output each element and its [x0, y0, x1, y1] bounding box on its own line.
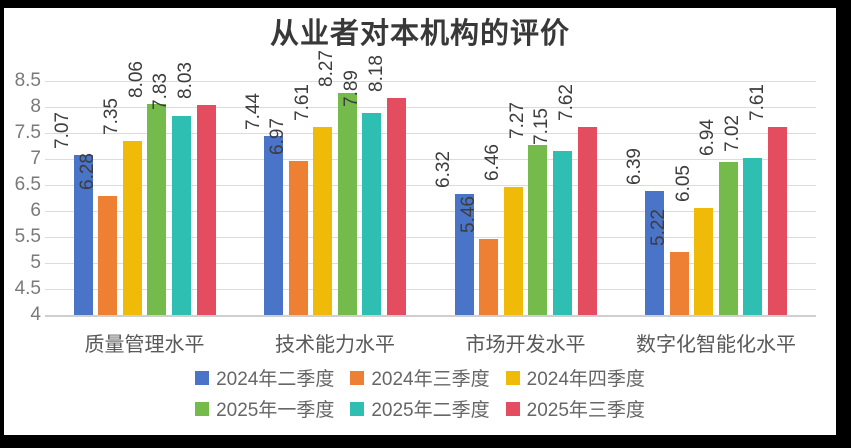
bar-value-label: 7.61 — [746, 84, 768, 122]
bar — [528, 145, 548, 315]
bar-value-label: 7.61 — [291, 84, 313, 122]
bar-value-label: 6.39 — [623, 147, 645, 185]
legend-item: 2024年四季度 — [505, 364, 645, 391]
bar-value-label: 7.83 — [150, 72, 172, 110]
bar — [768, 127, 787, 315]
bar-value-label: 6.46 — [482, 144, 504, 182]
bar — [313, 127, 333, 315]
bar-value-label: 6.05 — [672, 165, 694, 203]
bar — [362, 112, 382, 315]
legend-label: 2024年三季度 — [371, 369, 490, 390]
bar-value-label: 7.27 — [506, 102, 528, 139]
bar — [147, 103, 167, 315]
y-tick-label: 6.5 — [14, 174, 41, 195]
bar — [645, 190, 664, 315]
bar-value-label: 7.89 — [340, 69, 362, 107]
bar-value-label: 6.94 — [697, 119, 719, 157]
bar — [122, 140, 142, 315]
bar-value-label: 7.02 — [721, 115, 743, 152]
legend: 2024年二季度 2024年三季度 2024年四季度 2025年一季度 2025年二季度… — [4, 364, 836, 422]
legend-item: 2025年三季度 — [505, 395, 645, 422]
legend-item: 2025年二季度 — [350, 395, 490, 422]
gridline — [45, 185, 816, 186]
bar-value-label: 7.07 — [52, 112, 73, 150]
legend-swatch-icon — [505, 401, 520, 416]
chart-title: 从业者对本机构的评价 — [269, 18, 570, 50]
legend-item: 2025年一季度 — [195, 395, 334, 422]
bar-value-label: 7.44 — [242, 93, 264, 131]
y-tick-label: 7.5 — [14, 122, 41, 143]
bar-value-label: 6.32 — [433, 151, 454, 189]
y-tick-label: 5.5 — [14, 226, 41, 247]
bar — [73, 155, 93, 315]
gridline — [45, 289, 816, 290]
bar-value-label: 5.22 — [648, 208, 670, 246]
category-label: 质量管理水平 — [84, 334, 205, 356]
bar — [552, 151, 572, 315]
gridline — [45, 81, 816, 82]
legend-row: 2024年二季度 2024年三季度 2024年四季度 — [195, 364, 645, 391]
bar-value-label: 6.97 — [267, 117, 289, 155]
bar — [98, 196, 118, 315]
bar-value-label: 6.28 — [76, 153, 98, 191]
bar-value-label: 8.03 — [175, 62, 196, 100]
bar-value-label: 5.46 — [457, 196, 479, 234]
legend-swatch-icon — [195, 401, 210, 416]
legend-item: 2024年三季度 — [350, 364, 490, 391]
gridline — [45, 211, 816, 212]
y-tick-label: 5 — [30, 252, 41, 273]
y-tick-label: 8 — [30, 96, 41, 117]
bar — [337, 93, 357, 315]
legend-swatch-icon — [350, 401, 365, 416]
gridline — [45, 263, 816, 264]
bar — [387, 97, 406, 315]
bar — [288, 160, 308, 315]
bar — [669, 251, 689, 315]
legend-label: 2025年三季度 — [526, 400, 645, 421]
bar-value-label: 8.27 — [316, 50, 338, 87]
bar — [196, 105, 216, 315]
bar — [171, 115, 191, 315]
bar — [454, 194, 474, 315]
chart-frame: 从业者对本机构的评价 8.5 8 7.5 7 6.5 6 5.5 5 4.5 4 7.07 6.28 7… — [4, 8, 836, 435]
category-label: 市场开发水平 — [465, 334, 586, 356]
legend-row: 2025年一季度 2025年二季度 2025年三季度 — [195, 395, 645, 422]
bar — [694, 208, 714, 315]
bar — [577, 126, 597, 315]
gridline — [45, 237, 816, 238]
legend-swatch-icon — [195, 370, 210, 385]
legend-swatch-icon — [505, 370, 520, 385]
category-label: 数字化智能化水平 — [636, 334, 796, 356]
legend-label: 2024年二季度 — [216, 369, 335, 390]
bar — [479, 239, 499, 315]
y-tick-label: 4 — [30, 304, 41, 325]
category-label: 技术能力水平 — [275, 334, 395, 356]
legend-label: 2025年二季度 — [371, 400, 490, 421]
x-axis-line — [45, 315, 816, 317]
bar — [743, 158, 763, 315]
legend-label: 2024年四季度 — [526, 369, 645, 390]
y-tick-label: 6 — [30, 200, 41, 221]
bar-value-label: 7.35 — [101, 97, 123, 135]
legend-label: 2025年一季度 — [216, 400, 335, 421]
bar — [718, 162, 738, 315]
y-tick-label: 7 — [30, 148, 41, 169]
plot-area: 8.5 8 7.5 7 6.5 6 5.5 5 4.5 4 7.07 6.28 7.35 8.06 7.83… — [4, 8, 836, 435]
legend-swatch-icon — [350, 370, 365, 385]
gridline — [45, 133, 816, 134]
bar — [264, 136, 283, 315]
gridline — [45, 107, 816, 108]
bar-value-label: 7.15 — [531, 108, 553, 146]
bar-value-label: 8.06 — [125, 60, 147, 98]
y-tick-label: 4.5 — [14, 278, 41, 299]
bar-value-label: 8.18 — [365, 54, 387, 92]
bar — [503, 187, 523, 315]
y-tick-label: 8.5 — [14, 70, 41, 91]
bar-value-label: 7.62 — [556, 83, 577, 121]
legend-item: 2024年二季度 — [195, 364, 334, 391]
gridline — [45, 159, 816, 160]
